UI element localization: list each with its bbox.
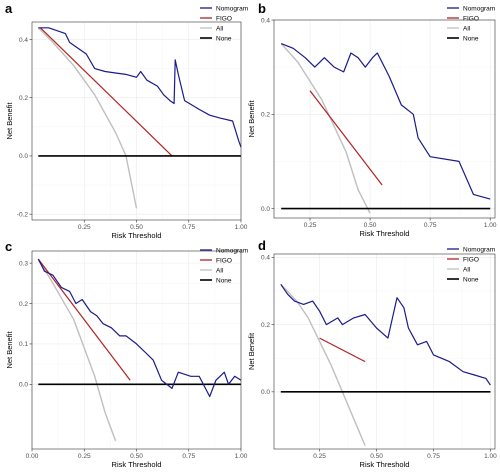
x-tick-label: 0.50 (130, 224, 143, 231)
x-tick-label: 0.25 (78, 224, 91, 231)
series-line-all (280, 43, 371, 214)
series-line-nomogram (280, 283, 491, 386)
y-tick-label: 0.2 (19, 95, 28, 102)
panel-letter: d (258, 238, 266, 253)
y-tick-label: 0.2 (261, 112, 270, 119)
y-tick-label: 0.4 (261, 255, 270, 262)
x-tick-label: 0.00 (26, 453, 39, 460)
legend: Nomogram FIGO All None (200, 5, 248, 42)
legend-label-nomogram: Nomogram (463, 246, 495, 253)
series-line-figo (319, 337, 366, 363)
x-tick-label: 1.00 (484, 222, 497, 229)
panel-letter: b (258, 1, 266, 16)
panel-letter: c (5, 239, 12, 254)
legend-label-figo: FIGO (463, 256, 479, 263)
y-tick-label: 0.2 (261, 322, 270, 329)
legend-label-nomogram: Nomogram (463, 5, 495, 12)
x-tick-label: 0.50 (364, 222, 377, 229)
x-tick-label: 0.75 (182, 453, 195, 460)
legend-label-none: None (216, 277, 232, 284)
plot-frame (273, 253, 496, 450)
y-axis-title: Net Benefit (247, 332, 256, 370)
series-line-figo (39, 27, 173, 157)
y-tick-label: 0.0 (261, 389, 270, 396)
legend-label-figo: FIGO (463, 15, 479, 22)
panel-letter: a (5, 1, 13, 16)
legend-label-all: All (463, 25, 471, 32)
x-tick-label: 0.25 (304, 222, 317, 229)
x-axis-title: Risk Threshold (360, 460, 410, 469)
y-tick-label: 0.0 (261, 206, 270, 213)
legend-label-all: All (463, 266, 471, 273)
x-tick-label: 0.50 (370, 453, 383, 460)
y-tick-label: 0.0 (19, 382, 28, 389)
legend-label-nomogram: Nomogram (216, 5, 248, 12)
y-tick-label: 0.2 (19, 301, 28, 308)
y-axis-title: Net Benefit (5, 102, 14, 140)
series-line-figo (37, 258, 131, 381)
y-tick-label: 0.1 (19, 341, 28, 348)
y-tick-label: 0.4 (261, 17, 270, 24)
panel-c: 0.00 0.25 0.50 0.75 1.00 0.0 0.1 0.2 0.3 Risk Thr… (5, 239, 248, 469)
legend-label-none: None (463, 276, 479, 283)
y-tick-label: 0.0 (19, 153, 28, 160)
x-axis-title: Risk Threshold (112, 231, 162, 240)
x-tick-label: 1.00 (484, 453, 497, 460)
x-tick-label: 0.50 (130, 453, 143, 460)
x-tick-label: 1.00 (235, 453, 248, 460)
x-axis-title: Risk Threshold (112, 460, 162, 469)
legend-label-none: None (216, 35, 232, 42)
x-axis-title: Risk Threshold (360, 229, 410, 238)
x-tick-label: 0.25 (313, 453, 326, 460)
plot-frame (273, 19, 496, 219)
y-tick-label: 0.3 (19, 260, 28, 267)
x-tick-label: 0.75 (427, 453, 440, 460)
series-line-nomogram (38, 27, 242, 148)
legend-label-all: All (216, 267, 224, 274)
x-tick-label: 0.75 (182, 224, 195, 231)
y-axis-title: Net Benefit (5, 331, 14, 369)
legend: Nomogram FIGO All None (447, 246, 495, 283)
x-tick-label: 1.00 (235, 224, 248, 231)
series-line-nomogram (280, 43, 491, 200)
x-tick-label: 0.25 (78, 453, 91, 460)
legend-label-none: None (463, 35, 479, 42)
x-tick-label: 0.75 (424, 222, 437, 229)
panel-a: 0.25 0.50 0.75 1.00 -0.2 0.0 0.2 0.4 Risk Thresh… (5, 1, 248, 240)
legend: Nomogram FIGO All None (447, 5, 495, 42)
legend-label-nomogram: Nomogram (216, 247, 248, 254)
legend-label-figo: FIGO (216, 257, 232, 264)
legend-label-all: All (216, 25, 224, 32)
legend-label-figo: FIGO (216, 15, 232, 22)
legend: Nomogram FIGO All None (200, 247, 248, 284)
y-tick-label: 0.4 (19, 37, 28, 44)
series-line-figo (309, 90, 383, 186)
panel-b: 0.25 0.50 0.75 1.00 0.0 0.2 0.4 Risk Threshold N… (247, 1, 497, 238)
series-line-nomogram (37, 258, 242, 398)
series-line-all (280, 283, 366, 446)
panel-d: 0.25 0.50 0.75 1.00 0.0 0.2 0.4 Risk Threshold N… (247, 238, 497, 469)
series-line-all (37, 258, 117, 442)
y-axis-title: Net Benefit (247, 100, 256, 138)
y-tick-label: -0.2 (17, 211, 29, 218)
